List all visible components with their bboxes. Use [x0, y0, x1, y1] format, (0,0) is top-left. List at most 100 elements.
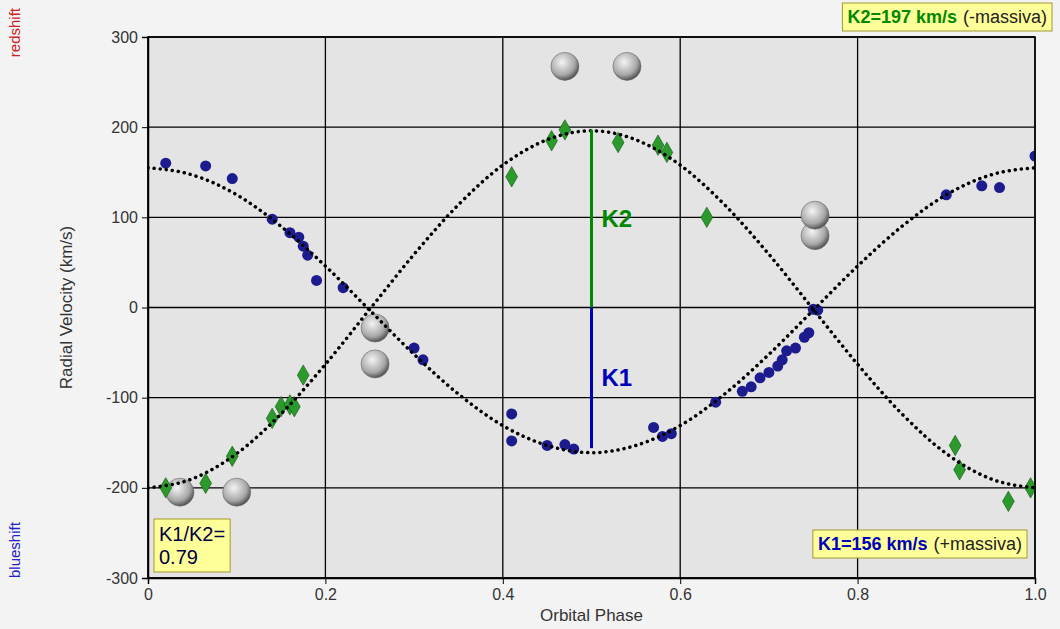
diamond-point: [701, 207, 713, 227]
y-tick-label: -200: [106, 479, 138, 496]
x-tick-label: 0.6: [670, 586, 692, 603]
y-axis-title: Radial Velocity (km/s): [57, 226, 76, 389]
circle-point: [1030, 151, 1036, 162]
chart-svg: 0 0.2 0.4 0.6 0.8 1.0 -300 -200 -100 0 100 200 300 Or…: [0, 0, 1060, 629]
y-tick-label: 0: [129, 299, 138, 316]
x-tick-label: 0.8: [847, 586, 869, 603]
annotation: K2=197 km/s (-massiva): [842, 3, 1052, 31]
circle-point: [790, 343, 801, 354]
grid-line: [148, 487, 1035, 488]
y-tick-mark: [142, 127, 148, 128]
star-icon: [223, 478, 251, 506]
annotation-main: K2=197 km/s: [847, 7, 957, 27]
y-tick-mark: [142, 488, 148, 489]
grid-line: [148, 127, 1035, 128]
star-icon: [551, 52, 579, 80]
x-tick-label: 1.0: [1024, 586, 1046, 603]
circle-point: [648, 422, 659, 433]
page-background: [0, 0, 1060, 629]
x-tick-label: 0.2: [315, 586, 337, 603]
circle-point: [568, 444, 579, 455]
amplitude-line: [590, 308, 593, 449]
circle-point: [302, 250, 313, 261]
grid: [148, 37, 1035, 578]
circle-point: [160, 158, 171, 169]
star-icon: [166, 478, 194, 506]
y-tick-mark: [142, 217, 148, 218]
y-tick-mark: [142, 398, 148, 399]
fit-line: [148, 131, 1035, 488]
star-icon: [801, 201, 829, 229]
y-tick-mark: [142, 37, 148, 38]
x-tick-mark: [1035, 578, 1036, 584]
plot-frame: [148, 37, 1035, 578]
diamond-point: [160, 478, 172, 498]
annotation-text: K1=156 km/s(+massiva): [818, 534, 1022, 554]
annotation-main: K1=156 km/s: [818, 534, 928, 554]
ratio-value: 0.79: [159, 546, 198, 568]
ratio-label: K1/K2=: [159, 523, 225, 545]
annotation: K1=156 km/s(+massiva): [813, 530, 1027, 558]
circle-point: [803, 327, 814, 338]
star-icons: [166, 52, 829, 506]
y-tick: -100: [106, 389, 148, 406]
circle-point: [267, 214, 278, 225]
y-tick: 300: [111, 29, 148, 46]
annotation-box: [813, 530, 1027, 558]
circle-point: [976, 180, 987, 191]
diamond-point: [1003, 491, 1015, 511]
ratio-text: K1/K2=0.79: [159, 523, 225, 568]
y-tick: 0: [129, 299, 148, 316]
x-axis-line: [149, 579, 1036, 585]
circle-point: [763, 367, 774, 378]
diamond-point: [949, 435, 961, 455]
plot-background: [148, 37, 1035, 578]
annotation-note: (+massiva): [933, 534, 1022, 554]
star-icon: [613, 52, 641, 80]
x-tick: 0.6: [670, 578, 692, 603]
x-tick-mark: [503, 578, 504, 584]
y-tick-label: -300: [106, 570, 138, 587]
diamond-point: [661, 142, 673, 162]
x-tick: 1.0: [1024, 578, 1046, 603]
x-axis-title: Orbital Phase: [540, 606, 643, 625]
y-axis: -300 -200 -100 0 100 200 300: [106, 29, 149, 587]
x-axis: 0 0.2 0.4 0.6 0.8 1.0: [144, 578, 1047, 603]
annotation-box: [842, 3, 1052, 31]
x-tick: 0.4: [492, 578, 514, 603]
y-tick-label: 100: [111, 209, 138, 226]
x-tick-mark: [680, 578, 681, 584]
circle-point: [506, 408, 517, 419]
ratio-annotation: K1/K2=0.79: [154, 519, 230, 572]
annotation-note: (-massiva): [963, 7, 1047, 27]
plot-data: [148, 120, 1035, 512]
y-tick-label: 300: [111, 29, 138, 46]
diamond-point: [297, 365, 309, 385]
star-icon: [361, 314, 389, 342]
amplitude-label: K1: [602, 364, 633, 391]
y-tick-mark: [142, 578, 148, 579]
y-tick-label: -100: [106, 389, 138, 406]
star-icon: [361, 350, 389, 378]
y-tick: -300: [106, 570, 148, 587]
x-tick: 0: [144, 578, 153, 603]
diamond-point: [506, 167, 518, 187]
annotation-box: [154, 519, 230, 572]
amplitude-label: K2: [602, 205, 633, 232]
y-tick-label: 200: [111, 119, 138, 136]
diamond-point: [546, 130, 558, 150]
y-tick: 200: [111, 119, 148, 136]
side-label: redshift: [6, 7, 23, 57]
circle-point: [506, 435, 517, 446]
circle-point: [227, 173, 238, 184]
x-tick: 0.2: [315, 578, 337, 603]
annotation-text: K2=197 km/s (-massiva): [847, 7, 1047, 27]
y-tick: -200: [106, 479, 148, 496]
side-label: blueshift: [6, 521, 23, 578]
y-tick: 100: [111, 209, 148, 226]
x-tick-mark: [858, 578, 859, 584]
circle-point: [200, 160, 211, 171]
amplitude-line: [590, 130, 593, 308]
x-tick-label: 0.4: [492, 586, 514, 603]
x-tick-label: 0: [144, 586, 153, 603]
